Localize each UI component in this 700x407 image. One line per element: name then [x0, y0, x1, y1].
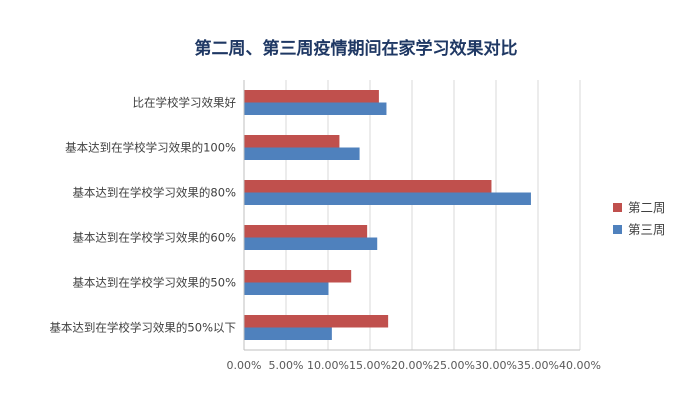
- bar: [244, 225, 368, 238]
- x-tick-label: 25.00%: [433, 359, 475, 372]
- bar: [244, 315, 389, 328]
- bar: [244, 282, 329, 295]
- bar: [244, 327, 332, 340]
- chart-title: 第二周、第三周疫情期间在家学习效果对比: [195, 38, 518, 59]
- category-label: 比在学校学习效果好: [133, 96, 237, 110]
- bar: [244, 180, 492, 193]
- category-label: 基本达到在学校学习效果的50%: [72, 276, 236, 290]
- legend-swatch: [613, 225, 622, 234]
- bar: [244, 147, 360, 160]
- bar: [244, 270, 352, 283]
- bar: [244, 90, 379, 103]
- x-tick-label: 30.00%: [475, 359, 517, 372]
- x-tick-label: 0.00%: [227, 359, 262, 372]
- legend-swatch: [613, 203, 622, 212]
- bar: [244, 192, 531, 205]
- x-tick-label: 15.00%: [349, 359, 391, 372]
- x-tick-label: 20.00%: [391, 359, 433, 372]
- gridlines: [243, 80, 581, 351]
- category-label: 基本达到在学校学习效果的50%以下: [49, 321, 236, 335]
- bar: [244, 135, 340, 148]
- category-label: 基本达到在学校学习效果的60%: [72, 231, 236, 245]
- category-label: 基本达到在学校学习效果的100%: [65, 141, 236, 155]
- x-tick-label: 5.00%: [269, 359, 304, 372]
- legend-label: 第二周: [628, 200, 666, 215]
- category-label: 基本达到在学校学习效果的80%: [72, 186, 236, 200]
- x-tick-label: 10.00%: [307, 359, 349, 372]
- x-tick-labels: 0.00% 5.00% 10.00% 15.00% 20.00% 25.00% 30.00%…: [227, 359, 601, 372]
- legend-label: 第三周: [628, 222, 666, 237]
- bar: [244, 237, 378, 250]
- bars: [244, 90, 531, 340]
- bar: [244, 102, 387, 115]
- x-tick-label: 40.00%: [559, 359, 601, 372]
- x-tick-label: 35.00%: [517, 359, 559, 372]
